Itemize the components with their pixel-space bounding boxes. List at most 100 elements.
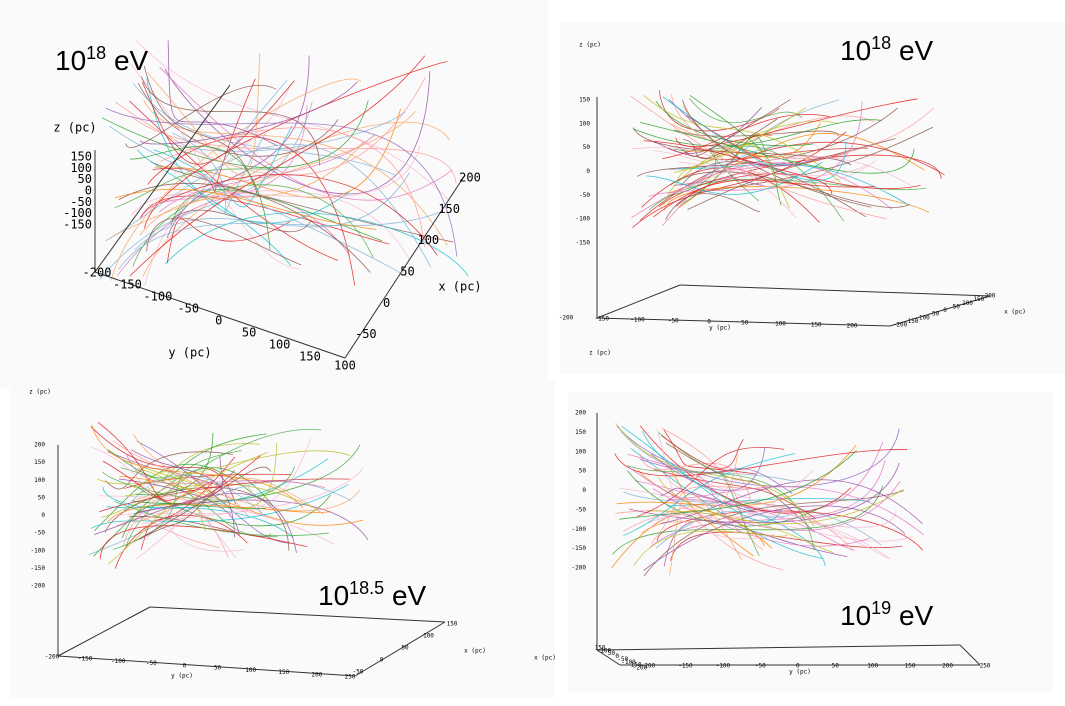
x-tick-label: 150: [595, 645, 606, 652]
trajectory: [167, 40, 278, 147]
trajectory: [621, 425, 783, 522]
x-tick-label: -50: [928, 311, 939, 318]
y-tick-label: 0: [183, 662, 187, 669]
energy-label: 1018 eV: [55, 43, 149, 76]
trajectory: [137, 149, 292, 266]
axis-line: [57, 606, 151, 657]
trajectory: [125, 428, 322, 547]
trajectory: [142, 121, 450, 278]
trajectory: [96, 450, 351, 485]
trajectory: [94, 463, 260, 532]
y-tick-label: 150: [299, 350, 321, 364]
y-tick-label: 50: [741, 320, 749, 327]
trajectory: [632, 131, 847, 228]
y-axis-label: y (pc): [789, 669, 811, 676]
trajectory: [688, 145, 784, 188]
y-tick-label: 200: [311, 671, 322, 678]
z-axis-label: z (pc): [579, 42, 601, 49]
axis-line: [354, 621, 446, 677]
trajectory: [169, 80, 288, 223]
trajectory: [611, 510, 773, 569]
trajectory: [131, 116, 457, 184]
x-tick-label: 0: [615, 653, 619, 660]
trajectory: [144, 84, 291, 286]
axis-line: [344, 174, 466, 359]
trajectory: [674, 156, 911, 195]
y-tick-label: -150: [595, 316, 610, 323]
trajectory: [674, 129, 839, 137]
trajectory: [628, 466, 901, 531]
trajectory: [660, 479, 923, 524]
trajectory: [616, 425, 900, 487]
y-tick-label: -200: [83, 266, 112, 280]
z-tick-label: 150: [34, 459, 45, 466]
trajectory: [118, 478, 240, 536]
y-tick-label: -50: [755, 663, 766, 670]
z-tick-label: -150: [31, 565, 46, 572]
trajectory: [105, 451, 234, 490]
y-tick-label: 100: [269, 338, 291, 352]
z-tick-label: 150: [70, 150, 92, 164]
trajectory: [107, 433, 267, 479]
axis-line: [149, 606, 446, 623]
z-tick-label: -50: [34, 530, 45, 537]
y-axis-label: y (pc): [709, 325, 731, 332]
x-tick-label: -100: [915, 314, 930, 321]
trajectory: [93, 467, 275, 557]
trajectory: [102, 466, 295, 501]
trajectory: [171, 209, 312, 233]
y-tick-label: 200: [942, 663, 953, 670]
energy-base: 10: [55, 45, 86, 76]
trajectory: [623, 491, 882, 546]
trajectory: [165, 212, 469, 277]
z-tick-label: 0: [582, 487, 586, 494]
energy-space: [891, 35, 899, 66]
trajectory: [682, 99, 872, 208]
z-tick-label: 50: [579, 468, 587, 475]
trajectory: [627, 470, 824, 527]
trajectory: [627, 453, 741, 534]
y-tick-label: -100: [630, 317, 645, 324]
axis-line: [94, 84, 231, 273]
trajectory: [125, 84, 277, 148]
y-tick-label: 50: [214, 665, 222, 672]
trajectory: [171, 132, 266, 214]
axis-line: [57, 655, 356, 677]
trajectory: [132, 82, 396, 176]
trajectory: [632, 127, 852, 166]
y-tick-label: 200: [847, 323, 858, 330]
y-tick-label: 50: [242, 326, 256, 340]
z-tick-label: 150: [579, 97, 590, 104]
energy-base: 10: [318, 580, 349, 611]
trajectory: [687, 138, 896, 211]
trajectory: [99, 102, 313, 280]
z-axis-label: z (pc): [53, 121, 96, 135]
axis-line: [596, 284, 681, 319]
trajectory: [147, 53, 260, 176]
trajectory: [615, 422, 815, 527]
y-tick-label: 150: [905, 663, 916, 670]
x-tick-label: 200: [459, 171, 481, 185]
trajectory: [667, 499, 855, 551]
trajectory: [114, 501, 329, 537]
trajectory: [630, 95, 887, 220]
panel-bg: [560, 22, 1065, 374]
x-tick-label: 100: [423, 633, 434, 640]
x-tick-label: 50: [608, 650, 616, 657]
trajectory: [676, 107, 807, 182]
y-tick-label: 0: [707, 319, 711, 326]
trajectory: [688, 98, 803, 123]
trajectory: [94, 492, 297, 553]
energy-unit: eV: [114, 45, 149, 76]
trajectory: [623, 453, 796, 536]
z-tick-label: 100: [70, 161, 92, 175]
z-tick-label: 50: [583, 144, 591, 151]
trajectory: [91, 446, 245, 552]
x-tick-label: 50: [953, 303, 961, 310]
z-tick-label: 100: [34, 477, 45, 484]
trajectory: [646, 161, 823, 195]
x-tick-label: 150: [973, 296, 984, 303]
trajectory: [670, 486, 924, 536]
trajectory: [90, 484, 349, 529]
